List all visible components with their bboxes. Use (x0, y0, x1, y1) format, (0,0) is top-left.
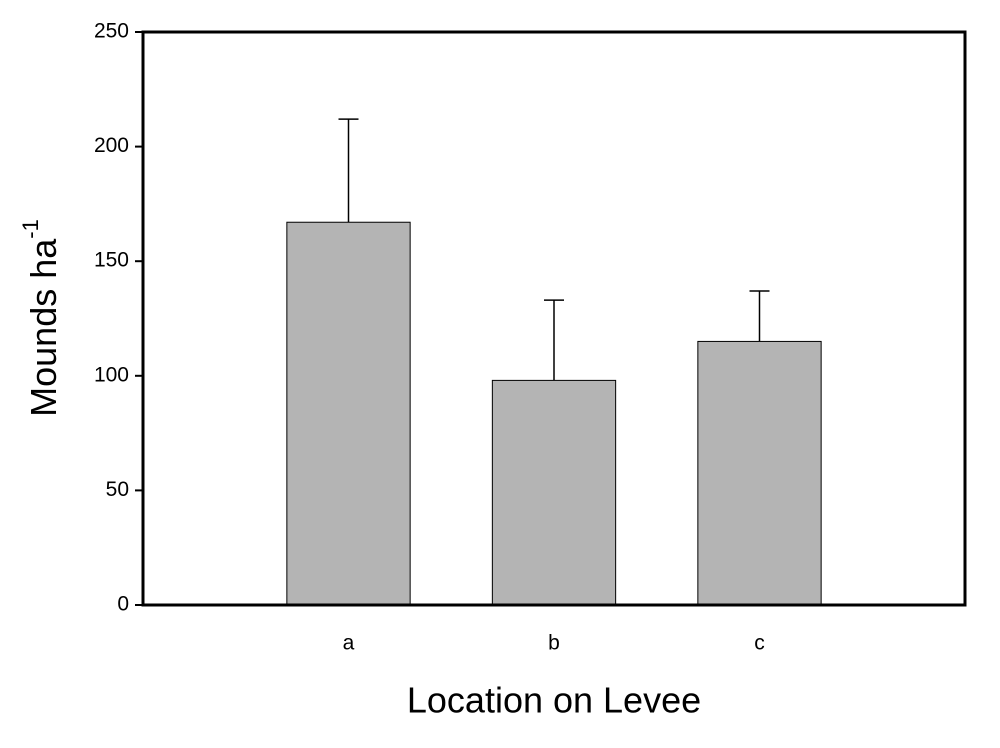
y-axis-label-text: Mounds ha (23, 238, 64, 417)
y-axis-label-superscript: -1 (18, 219, 43, 239)
y-tick-label: 50 (106, 478, 129, 501)
y-tick-label: 250 (94, 20, 129, 43)
plot-frame (141, 30, 967, 607)
y-tick-label: 100 (94, 363, 129, 386)
x-tick-label: a (343, 632, 355, 655)
bar (697, 340, 822, 606)
x-tick-label: c (754, 632, 765, 655)
bar (286, 221, 411, 606)
y-axis-label: Mounds ha-1 (18, 219, 64, 417)
y-tick-label: 200 (94, 134, 129, 157)
y-tick-label: 0 (117, 593, 129, 616)
x-tick-label: b (548, 632, 560, 655)
bar (491, 379, 617, 606)
x-axis-label: Location on Levee (407, 680, 701, 721)
y-tick-label: 150 (94, 249, 129, 272)
